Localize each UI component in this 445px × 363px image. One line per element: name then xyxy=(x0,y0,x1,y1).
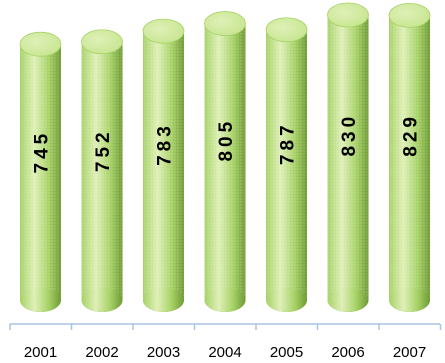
bar-texture xyxy=(204,23,246,312)
bar xyxy=(81,29,123,312)
bar-top-cap xyxy=(327,2,369,28)
x-tick-label: 2002 xyxy=(85,344,118,361)
bar-texture xyxy=(266,29,307,312)
bar-bottom-cap xyxy=(327,288,369,312)
bar-texture xyxy=(143,31,184,313)
bar-top-cap xyxy=(204,11,246,36)
bar-top-cap xyxy=(142,18,185,44)
x-tick-label: 2003 xyxy=(147,344,180,361)
bar-texture xyxy=(20,44,61,313)
bar-value-label: 745 xyxy=(32,130,53,174)
bar-value-label: 805 xyxy=(216,118,237,162)
bar-texture xyxy=(327,15,369,312)
x-tick-label: 2007 xyxy=(393,344,426,361)
bar-bottom-cap xyxy=(81,288,123,312)
bar-bottom-cap xyxy=(143,288,184,312)
bar-value-label: 830 xyxy=(339,113,360,157)
x-tick-label: 2005 xyxy=(270,344,303,361)
bar-texture xyxy=(389,15,430,312)
bar-texture xyxy=(81,41,123,312)
bar xyxy=(142,18,185,313)
bar-bottom-cap xyxy=(266,288,307,312)
bar-top-cap xyxy=(19,31,62,57)
labels-group: 745 2001 752 2002 783 2003 805 2004 787 2005 830 20… xyxy=(24,113,426,361)
bar-bottom-cap xyxy=(20,288,61,312)
x-axis xyxy=(9,323,442,330)
bar xyxy=(327,2,369,312)
x-tick-label: 2004 xyxy=(208,344,241,361)
bar xyxy=(19,31,62,313)
bars-group xyxy=(19,2,431,313)
bar xyxy=(388,2,431,312)
bar-value-label: 783 xyxy=(155,122,176,166)
x-tick-label: 2006 xyxy=(331,344,364,361)
bar-value-label: 787 xyxy=(278,121,299,165)
bar-bottom-cap xyxy=(204,288,246,312)
bar-top-cap xyxy=(265,17,308,43)
bar-value-label: 829 xyxy=(401,113,422,157)
x-tick-label: 2001 xyxy=(24,344,57,361)
bar-bottom-cap xyxy=(389,288,430,312)
bar-top-cap xyxy=(388,2,431,28)
bar-top-cap xyxy=(81,29,123,55)
bar xyxy=(204,11,246,312)
bar xyxy=(265,17,308,312)
bar-value-label: 752 xyxy=(93,128,114,172)
